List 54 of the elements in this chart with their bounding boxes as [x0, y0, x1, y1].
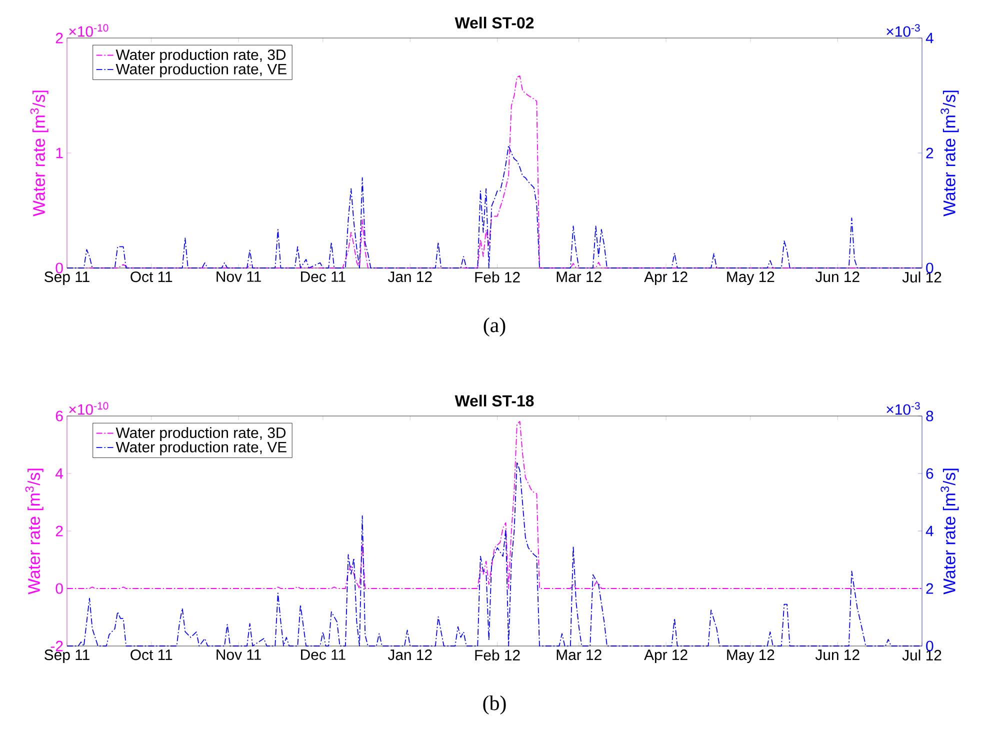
text: ×10$^{-10}$ — [69, 24, 108, 37]
text: (b) — [483, 696, 506, 714]
legend-label: Water production rate, VE — [116, 63, 286, 78]
y-tick-label: 4 — [56, 468, 64, 479]
x-tick-label: Jan 12 — [388, 272, 432, 282]
x-tick-label: Sep 11 — [44, 650, 90, 664]
x-tick-label: Dec 11 — [301, 272, 346, 282]
y-tick-label: 2 — [56, 32, 63, 44]
x-tick-label: Nov 11 — [216, 650, 261, 660]
x-tick-label: Apr 12 — [644, 272, 688, 286]
y-tick-label: 6 — [56, 410, 63, 422]
text: ×10$^{-3}$ — [886, 24, 920, 37]
legend-label: Water production rate, VE — [116, 441, 286, 456]
text: (a) — [484, 318, 506, 336]
x-tick-label: Nov 11 — [216, 272, 261, 282]
x-tick-label: Jul 12 — [902, 272, 942, 282]
y-tick-label: 2 — [56, 526, 63, 536]
x-tick-label: Oct 11 — [130, 272, 172, 282]
y2-tick-label: 0 — [926, 640, 934, 652]
x-tick-label: Apr 12 — [644, 650, 688, 664]
y2-tick-label: 2 — [926, 148, 934, 158]
x-tick-label: Jun 12 — [815, 650, 860, 660]
legend-label: Water production rate, 3D — [116, 49, 286, 64]
text: ×10$^{-10}$ — [69, 402, 108, 415]
y2-tick-label: 4 — [926, 526, 934, 536]
text: ×10$^{-3}$ — [886, 402, 920, 415]
y-tick-label: 0 — [56, 583, 63, 594]
x-tick-label: Feb 12 — [475, 272, 520, 282]
chart-title: Well ST-18 — [454, 394, 534, 407]
y-tick-label: 0 — [56, 262, 63, 274]
x-tick-label: Jan 12 — [388, 650, 432, 660]
x-tick-label: Feb 12 — [475, 650, 520, 660]
y-tick-label: 1 — [56, 148, 63, 158]
y2-tick-label: 0 — [926, 262, 934, 274]
y2-tick-label: 6 — [926, 468, 934, 479]
legend-label: Water production rate, 3D — [116, 427, 286, 442]
y-axis-title: Water rate [m$^{3}$/s] — [25, 468, 44, 594]
y2-tick-label: 4 — [926, 32, 934, 44]
chart-title: Well ST-02 — [454, 16, 534, 29]
x-tick-label: Mar 12 — [556, 650, 602, 660]
x-tick-label: Sep 11 — [44, 272, 90, 286]
y-tick-label: -2 — [50, 640, 63, 652]
x-tick-label: Dec 11 — [301, 650, 346, 660]
y2-tick-label: 2 — [926, 583, 934, 594]
x-tick-label: Oct 11 — [130, 650, 172, 660]
x-tick-label: May 12 — [727, 272, 774, 286]
x-tick-label: May 12 — [727, 650, 774, 664]
x-tick-label: Jun 12 — [815, 272, 860, 282]
y-axis-title: Water rate [m$^{3}$/s] — [30, 90, 48, 216]
x-tick-label: Jul 12 — [902, 650, 942, 660]
y2-tick-label: 8 — [926, 410, 934, 422]
y2-axis-title: Water rate [m$^{3}$/s] — [940, 468, 959, 594]
y2-axis-title: Water rate [m$^{3}$/s] — [940, 90, 959, 216]
x-tick-label: Mar 12 — [556, 272, 602, 282]
